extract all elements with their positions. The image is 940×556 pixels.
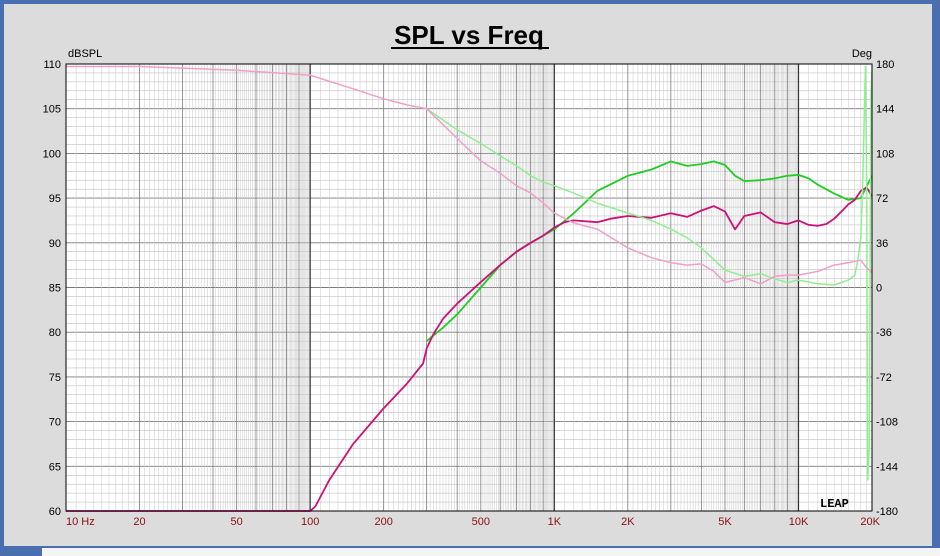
- x-tick-label: 1K: [548, 516, 562, 528]
- y-tick-label: 95: [49, 193, 61, 205]
- chart-panel: SPL vs Freq dBSPL Deg 10 Hz 20 50 100 200 500…: [4, 4, 932, 546]
- y-tick-label: 70: [49, 417, 61, 429]
- chart-title: SPL vs Freq: [394, 20, 544, 50]
- x-tick-label: 10 Hz: [66, 516, 95, 528]
- series-line: [66, 65, 873, 285]
- window-bottom-strip: [42, 548, 940, 556]
- series-line: [66, 186, 873, 512]
- y2-tick-label: 180: [876, 59, 894, 71]
- y2-tick-label: 0: [876, 283, 882, 295]
- x-tick-label: 20: [133, 516, 145, 528]
- y-tick-label: 90: [49, 238, 61, 250]
- y2-tick-label: -108: [876, 417, 898, 429]
- x-tick-label: 5K: [718, 516, 732, 528]
- y2-tick-label: 36: [876, 238, 888, 250]
- x-tick-label: 200: [374, 516, 392, 528]
- y-tick-label: 75: [49, 372, 61, 384]
- leap-logo: LEAP: [820, 497, 849, 511]
- y2-tick-label: -72: [876, 372, 892, 384]
- tick-labels: 10 Hz 20 50 100 200 500 1K 2K 5K 10K 20K 110 105 100 9…: [43, 59, 898, 528]
- x-tick-label: 50: [231, 516, 243, 528]
- left-axis-label: dBSPL: [68, 48, 102, 60]
- x-tick-label: 500: [472, 516, 490, 528]
- y2-tick-label: -36: [876, 327, 892, 339]
- y2-tick-label: 72: [876, 193, 888, 205]
- x-tick-label: 100: [301, 516, 319, 528]
- grid: [66, 63, 873, 512]
- y2-tick-label: 108: [876, 148, 894, 160]
- x-tick-label: 2K: [621, 516, 635, 528]
- x-tick-label: 20K: [860, 516, 880, 528]
- right-axis-label: Deg: [852, 48, 872, 60]
- y-tick-label: 105: [43, 104, 61, 116]
- y-tick-label: 60: [49, 506, 61, 518]
- y-tick-label: 65: [49, 461, 61, 473]
- y-tick-label: 85: [49, 283, 61, 295]
- x-tick-label: 10K: [789, 516, 809, 528]
- y-tick-label: 110: [43, 59, 61, 71]
- series-group: [66, 65, 873, 512]
- y-tick-label: 100: [43, 148, 61, 160]
- series-line: [426, 65, 873, 481]
- y2-tick-label: -180: [876, 506, 898, 518]
- spl-frequency-chart: SPL vs Freq dBSPL Deg 10 Hz 20 50 100 200 500…: [43, 20, 898, 528]
- y2-tick-label: 144: [876, 104, 894, 116]
- y2-tick-label: -144: [876, 461, 898, 473]
- plot-frame: [65, 63, 873, 512]
- y-tick-label: 80: [49, 327, 61, 339]
